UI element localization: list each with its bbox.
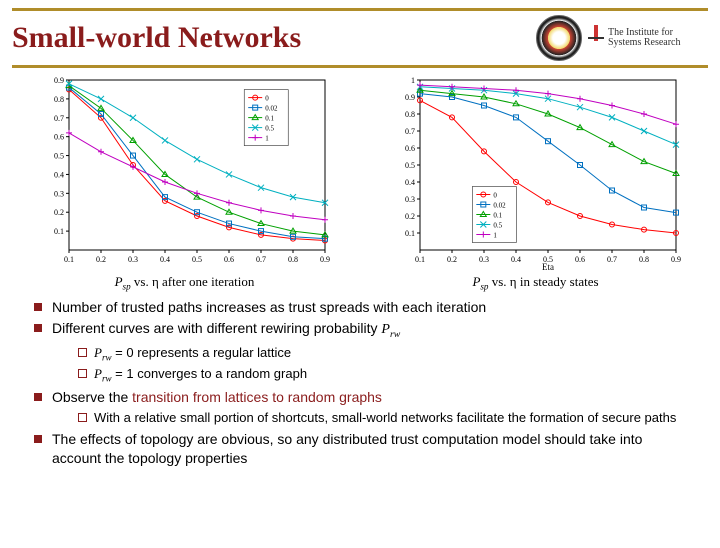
title-bar: Small-world Networks The Institute for S… (12, 8, 708, 68)
svg-text:0: 0 (265, 95, 269, 103)
slide-title: Small-world Networks (12, 21, 301, 55)
svg-text:0.5: 0.5 (192, 255, 202, 264)
svg-text:0.2: 0.2 (96, 255, 106, 264)
caption-right: Psp vs. η in steady states (386, 274, 686, 292)
svg-text:0.1: 0.1 (493, 212, 502, 220)
umd-seal-icon (536, 15, 582, 61)
svg-text:0.9: 0.9 (405, 93, 415, 102)
bullet-2: Different curves are with different rewi… (30, 319, 690, 385)
svg-text:Eta: Eta (542, 262, 554, 272)
bullet-3: Observe the transition from lattices to … (30, 388, 690, 426)
svg-text:0.1: 0.1 (265, 115, 274, 123)
svg-text:0.4: 0.4 (54, 170, 64, 179)
svg-text:0.8: 0.8 (639, 255, 649, 264)
chart-right: 0.1 0.2 0.3 0.4 0.5 0.6 0.7 0.8 0.9 0.1 0.2 0.3 0.4 0… (386, 72, 686, 292)
svg-text:0.02: 0.02 (265, 105, 278, 113)
svg-text:0: 0 (493, 192, 497, 200)
isr-logo: The Institute for Systems Research (588, 18, 708, 58)
logo-group: The Institute for Systems Research (536, 15, 708, 61)
svg-text:0.7: 0.7 (54, 114, 64, 123)
svg-text:0.3: 0.3 (479, 255, 489, 264)
svg-text:0.1: 0.1 (64, 255, 74, 264)
charts-row: 0.1 0.2 0.3 0.4 0.5 0.6 0.7 0.8 0.9 0.1 0.2 0.3 0.4 0… (24, 72, 696, 292)
svg-text:0.2: 0.2 (405, 212, 415, 221)
bullet-3a: With a relative small portion of shortcu… (76, 409, 690, 427)
svg-text:0.5: 0.5 (54, 152, 64, 161)
caption-left: Psp vs. η after one iteration (35, 274, 335, 292)
svg-text:1: 1 (265, 135, 269, 143)
svg-text:0.3: 0.3 (128, 255, 138, 264)
svg-text:0.6: 0.6 (575, 255, 585, 264)
svg-text:0.2: 0.2 (447, 255, 457, 264)
svg-text:0.4: 0.4 (511, 255, 521, 264)
svg-text:0.1: 0.1 (54, 227, 64, 236)
svg-text:0.1: 0.1 (415, 255, 425, 264)
svg-text:0.7: 0.7 (256, 255, 266, 264)
svg-text:0.4: 0.4 (405, 178, 415, 187)
svg-text:0.5: 0.5 (493, 222, 502, 230)
bullet-2a: Prw = 0 represents a regular lattice (76, 344, 690, 364)
svg-text:0.5: 0.5 (265, 125, 274, 133)
chart2-svg: 0.1 0.2 0.3 0.4 0.5 0.6 0.7 0.8 0.9 0.1 0.2 0.3 0.4 0… (386, 72, 686, 272)
bullet-1: Number of trusted paths increases as tru… (30, 298, 690, 317)
svg-text:0.2: 0.2 (54, 208, 64, 217)
bullet-2b: Prw = 1 converges to a random graph (76, 365, 690, 385)
bullet-content: Number of trusted paths increases as tru… (30, 298, 690, 468)
bullet-4: The effects of topology are obvious, so … (30, 430, 690, 468)
svg-text:0.1: 0.1 (405, 229, 415, 238)
svg-text:0.6: 0.6 (54, 133, 64, 142)
svg-text:0.4: 0.4 (160, 255, 170, 264)
chart1-svg: 0.1 0.2 0.3 0.4 0.5 0.6 0.7 0.8 0.9 0.1 0.2 0.3 0.4 0… (35, 72, 335, 272)
svg-text:0.9: 0.9 (671, 255, 681, 264)
svg-text:0.8: 0.8 (405, 110, 415, 119)
svg-text:0.8: 0.8 (288, 255, 298, 264)
svg-text:0.9: 0.9 (54, 76, 64, 85)
svg-text:1: 1 (493, 232, 497, 240)
svg-text:0.7: 0.7 (607, 255, 617, 264)
svg-text:0.8: 0.8 (54, 95, 64, 104)
svg-text:0.02: 0.02 (493, 202, 506, 210)
svg-text:0.6: 0.6 (224, 255, 234, 264)
chart-left: 0.1 0.2 0.3 0.4 0.5 0.6 0.7 0.8 0.9 0.1 0.2 0.3 0.4 0… (35, 72, 335, 292)
svg-text:0.3: 0.3 (405, 195, 415, 204)
svg-text:0.3: 0.3 (54, 189, 64, 198)
svg-text:0.6: 0.6 (405, 144, 415, 153)
svg-text:0.9: 0.9 (320, 255, 330, 264)
svg-text:0.5: 0.5 (405, 161, 415, 170)
svg-text:0.7: 0.7 (405, 127, 415, 136)
svg-text:1: 1 (411, 76, 415, 85)
